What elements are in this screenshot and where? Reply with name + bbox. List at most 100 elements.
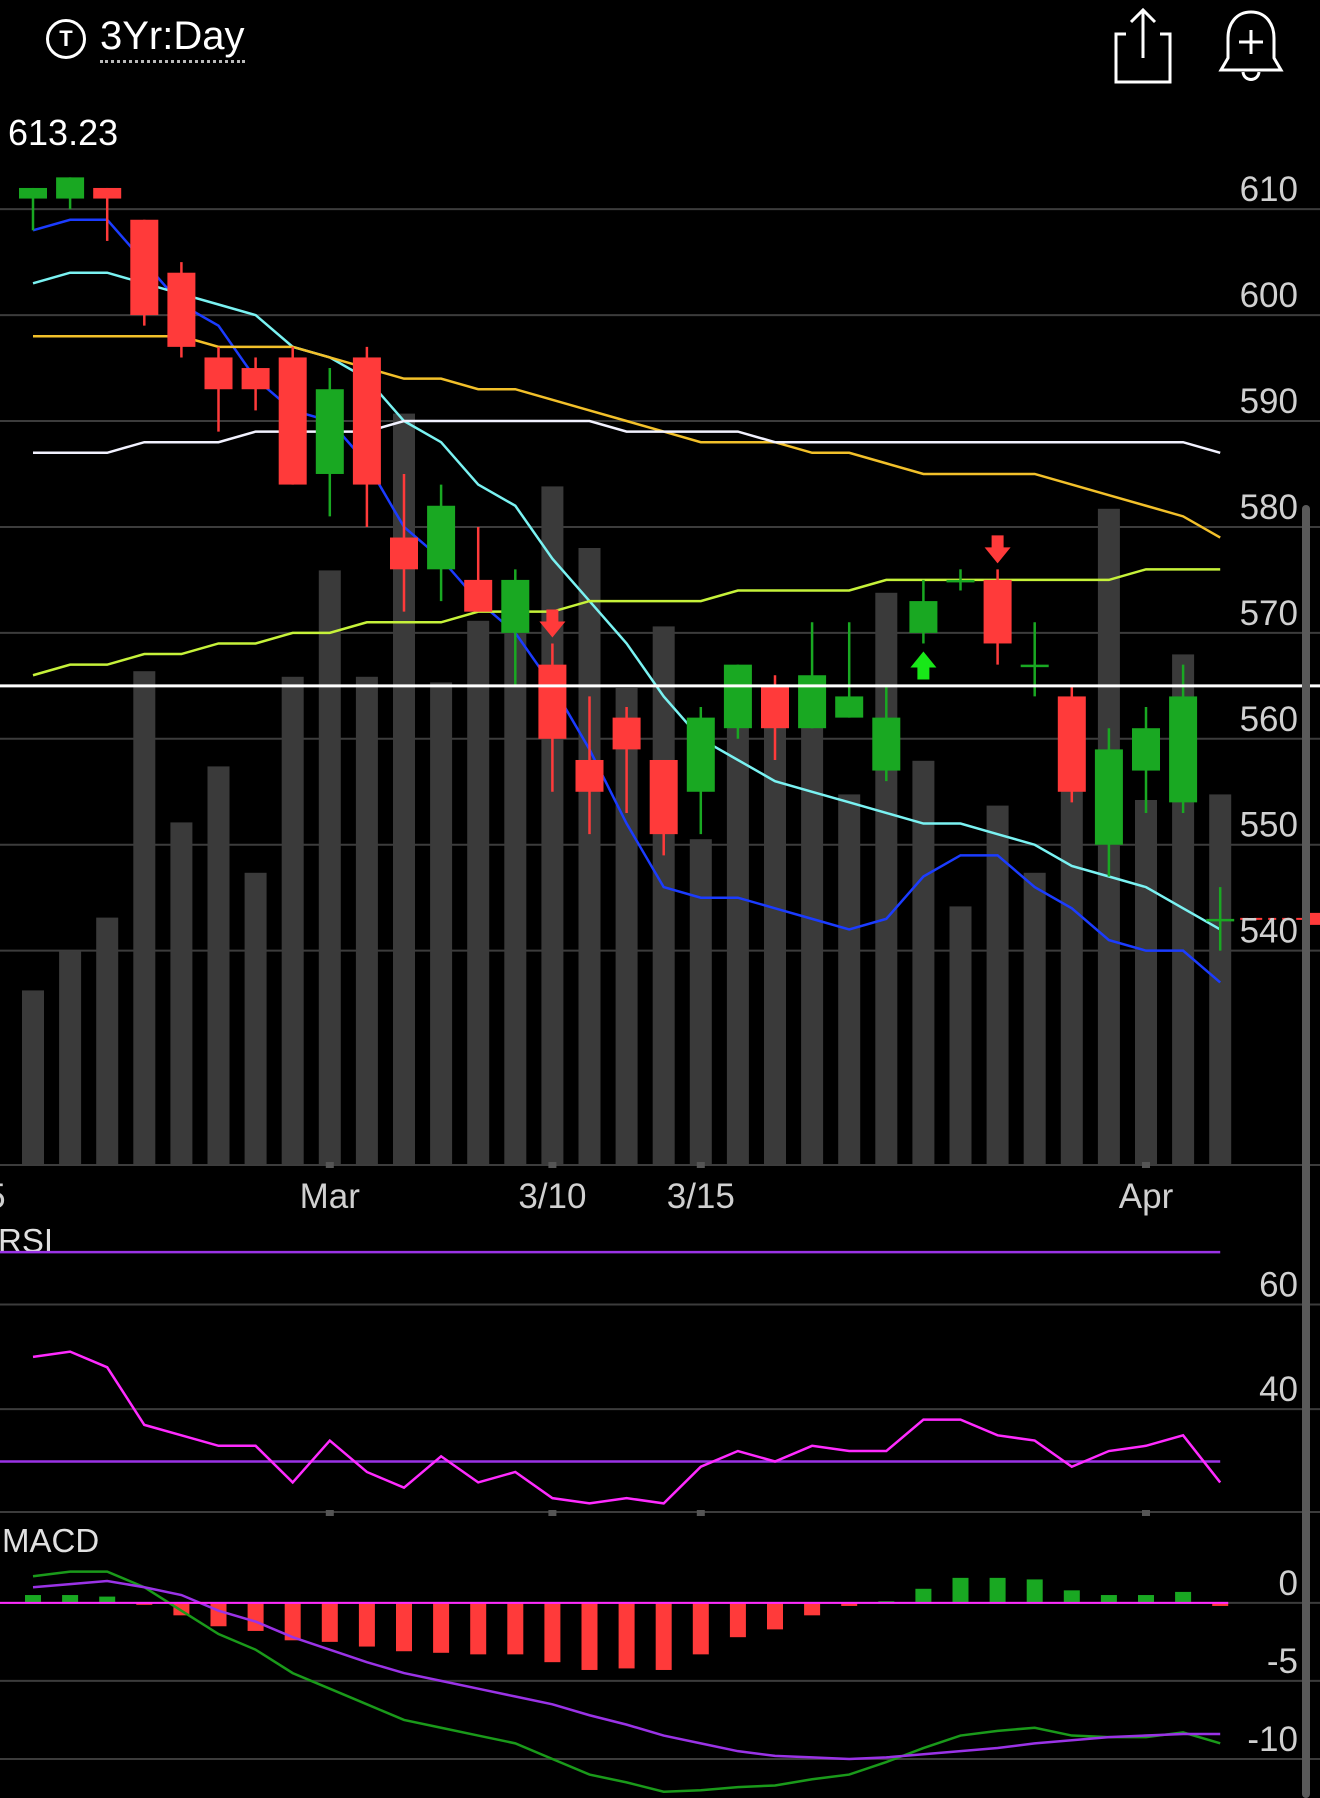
- rsi-panel: RSI 60 40: [0, 1222, 1320, 1516]
- volume-bar: [467, 620, 490, 1164]
- rsi-x-tick-mark: [325, 1510, 334, 1516]
- volume-bar: [1135, 800, 1157, 1164]
- volume-bar: [59, 951, 82, 1164]
- candle-body: [872, 717, 901, 771]
- rsi-tick-label: 40: [1259, 1370, 1298, 1409]
- candle-body: [909, 601, 938, 633]
- y-axis: 610 600 590 580 570 560 550 540: [1240, 170, 1298, 951]
- volume-bar: [1209, 794, 1232, 1164]
- candle-body: [983, 579, 1012, 644]
- candle-body: [167, 272, 196, 347]
- macd-histogram-bar: [99, 1596, 116, 1603]
- volume-bar: [726, 704, 749, 1164]
- volume-bar: [430, 682, 453, 1164]
- macd-tick-label: -10: [1247, 1720, 1298, 1759]
- price-tick-label: 600: [1240, 276, 1298, 315]
- price-overlays: [0, 684, 1320, 925]
- price-tick-label: 580: [1240, 488, 1298, 527]
- volume-bar: [615, 688, 638, 1164]
- price-tick-label: 590: [1240, 382, 1298, 421]
- sma_long-line: [33, 419, 1221, 455]
- sma_fast-line: [32, 218, 1222, 984]
- candle-body: [723, 664, 752, 729]
- volume-bar: [764, 721, 786, 1164]
- macd-histogram-bar: [841, 1602, 858, 1606]
- macd-histogram-bar: [915, 1588, 932, 1603]
- candle-body: [56, 177, 85, 199]
- volume-bar: [318, 570, 341, 1164]
- volume-bar: [875, 592, 898, 1164]
- macd-histogram-bar: [618, 1602, 635, 1669]
- candle-body: [464, 579, 493, 612]
- candle-body: [93, 187, 122, 199]
- macd-histogram-bar: [358, 1602, 375, 1647]
- candle-body: [612, 717, 641, 750]
- rsi-title: RSI: [0, 1222, 53, 1259]
- x-tick-label: 5: [0, 1177, 6, 1216]
- candle-body: [130, 219, 159, 316]
- macd-histogram-bar: [655, 1602, 672, 1670]
- x-tick-mark: [548, 1162, 557, 1168]
- volume-bar: [801, 710, 824, 1164]
- macd-panel: MACD 0 -5 -10: [0, 1522, 1320, 1794]
- add-alert-bell-icon[interactable]: [1216, 6, 1286, 91]
- scrollbar-thumb: [1302, 505, 1310, 1798]
- macd-histogram-bar: [25, 1595, 41, 1603]
- price-tick-label: 570: [1240, 594, 1298, 633]
- candle-body: [204, 357, 233, 390]
- volume-bar: [1023, 872, 1046, 1164]
- share-icon[interactable]: [1112, 6, 1176, 89]
- candlesticks: [19, 177, 1235, 951]
- candle-body: [575, 759, 604, 792]
- rsi-x-tick-mark: [1142, 1510, 1150, 1516]
- vertical-scrollbar[interactable]: [1302, 505, 1310, 1798]
- volume-bar: [689, 839, 712, 1164]
- sma_xlong-line: [32, 568, 1221, 677]
- macd-histogram-bar: [1138, 1595, 1154, 1603]
- candle-body: [278, 357, 307, 485]
- candle-body: [1057, 696, 1086, 792]
- macd_signal-line: [32, 1579, 1221, 1761]
- candle-body: [1020, 664, 1049, 668]
- macd-histogram-bar: [507, 1602, 524, 1655]
- candle-body: [315, 389, 344, 474]
- macd-line: [32, 1570, 1221, 1794]
- volume-bar: [96, 917, 119, 1164]
- macd-histogram-bar: [1212, 1602, 1229, 1606]
- candle-body: [946, 579, 975, 583]
- sma_mid-line: [32, 271, 1221, 931]
- rsi-x-tick-mark: [696, 1510, 705, 1516]
- macd-histogram-bar: [247, 1602, 264, 1631]
- signal-arrow-up: [910, 651, 937, 680]
- candle-body: [1094, 749, 1123, 845]
- last-price: 613.23: [8, 112, 119, 153]
- macd-histogram-bar: [1026, 1579, 1043, 1603]
- candle-body: [241, 368, 270, 390]
- volume-bar: [207, 766, 230, 1164]
- volume-bar: [541, 486, 564, 1164]
- rsi-x-tick-mark: [548, 1510, 557, 1516]
- candle-body: [538, 664, 567, 739]
- sma_slow-line: [33, 335, 1221, 539]
- price-tick-label: 560: [1240, 700, 1298, 739]
- volume-bar: [986, 805, 1009, 1164]
- volume-bar: [393, 413, 415, 1165]
- macd-histogram-bar: [952, 1577, 969, 1603]
- signal-arrows: [539, 535, 1011, 680]
- macd-histogram-bar: [544, 1602, 561, 1663]
- candle-body: [1132, 728, 1160, 771]
- rsi-tick-label: 60: [1259, 1266, 1298, 1305]
- share-icon-glyph: [1114, 7, 1172, 84]
- period-selector[interactable]: 3Yr:Day: [100, 14, 245, 63]
- signal-arrow-down: [539, 609, 566, 638]
- volume-bar: [355, 676, 378, 1164]
- volume-bar: [281, 676, 304, 1164]
- x-tick-label: Apr: [1119, 1177, 1174, 1216]
- ticker-badge-icon: T: [46, 18, 86, 59]
- macd-histogram-bar: [1063, 1590, 1080, 1603]
- candle-body: [686, 717, 715, 792]
- macd-histogram-bar: [767, 1602, 783, 1630]
- macd-histogram-bar: [321, 1602, 338, 1642]
- volume-bar: [170, 822, 193, 1164]
- rsi-line: [32, 1350, 1222, 1505]
